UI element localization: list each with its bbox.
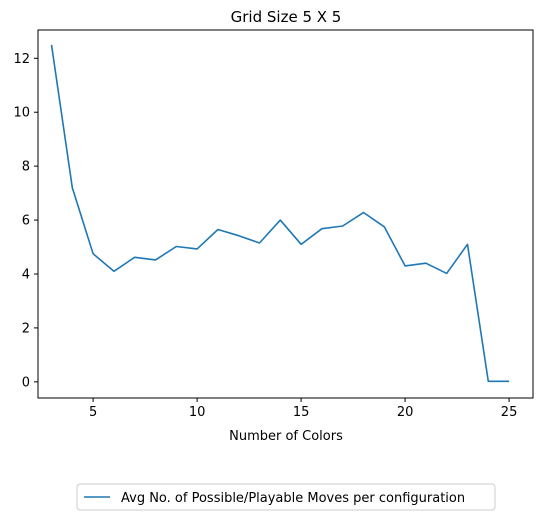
y-tick-label: 8 <box>22 160 30 175</box>
legend-label: Avg No. of Possible/Playable Moves per c… <box>121 491 465 506</box>
y-tick-label: 4 <box>22 267 30 282</box>
x-tick-label: 25 <box>501 405 518 420</box>
legend-box <box>76 483 496 511</box>
y-tick-label: 0 <box>22 375 30 390</box>
y-tick-label: 2 <box>22 321 30 336</box>
y-tick-label: 6 <box>22 214 30 229</box>
legend: Avg No. of Possible/Playable Moves per c… <box>76 483 496 511</box>
plot-frame <box>37 29 534 399</box>
plot-area: 5 10 15 20 25 0 2 4 6 8 10 12 <box>13 29 534 420</box>
x-tick-label: 10 <box>189 405 206 420</box>
chart-title: Grid Size 5 X 5 <box>231 8 342 26</box>
x-tick-label: 15 <box>293 405 310 420</box>
x-tick-label: 5 <box>89 405 97 420</box>
x-axis-title: Number of Colors <box>229 429 343 444</box>
x-tick-label: 20 <box>397 405 414 420</box>
y-tick-label: 12 <box>13 52 30 67</box>
series-line <box>50 44 510 383</box>
y-tick-label: 10 <box>13 106 30 121</box>
